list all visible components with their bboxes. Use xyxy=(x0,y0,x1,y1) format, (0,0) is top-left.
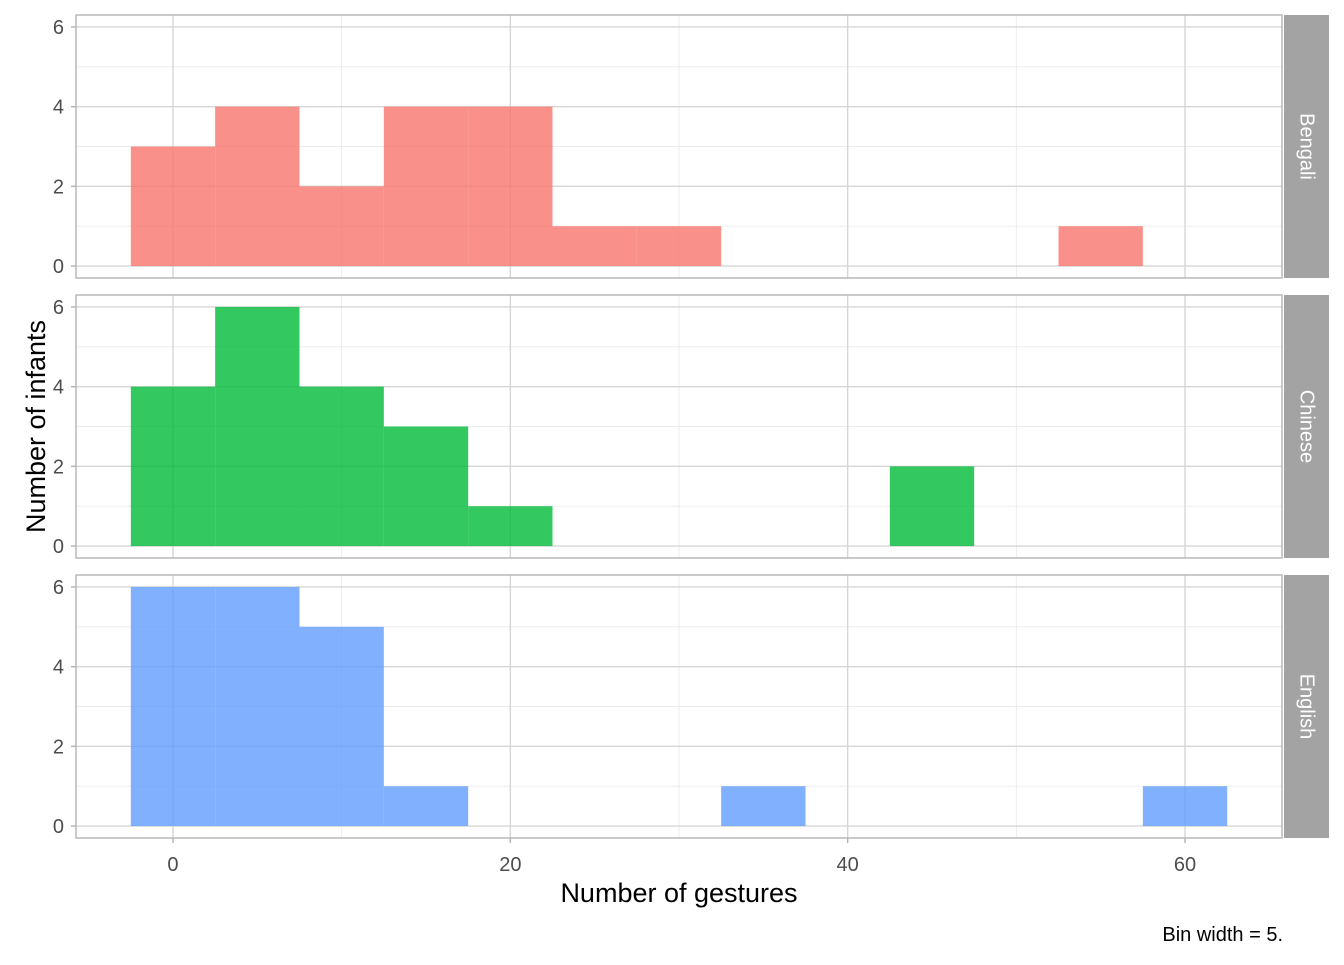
y-tick-label: 4 xyxy=(53,377,64,399)
chart-caption: Bin width = 5. xyxy=(1162,924,1283,946)
histogram-bar-bengali xyxy=(636,226,722,267)
histogram-bar-chinese xyxy=(383,426,469,547)
x-axis-title: Number of gestures xyxy=(560,878,797,908)
histogram-bar-english xyxy=(383,786,469,827)
y-tick-label: 6 xyxy=(53,17,64,39)
histogram-bar-bengali xyxy=(1058,226,1143,267)
y-tick-label: 0 xyxy=(53,816,64,838)
histogram-bar-english xyxy=(1142,786,1228,827)
facet-strip-label-english: English xyxy=(1296,674,1318,740)
histogram-bar-english xyxy=(721,786,806,827)
x-tick-label: 40 xyxy=(837,854,859,876)
y-tick-label: 0 xyxy=(53,256,64,278)
panel-border xyxy=(75,574,1283,839)
histogram-bar-english xyxy=(299,626,384,827)
facet-strip-english xyxy=(1284,575,1329,838)
y-tick-label: 2 xyxy=(53,456,64,478)
panel-border xyxy=(75,14,1283,279)
histogram-bar-english xyxy=(215,586,300,827)
histogram-bar-bengali xyxy=(552,226,637,267)
histogram-bar-bengali xyxy=(468,106,553,267)
histogram-bar-bengali xyxy=(383,106,469,267)
x-tick-label: 20 xyxy=(499,854,521,876)
y-tick-label: 0 xyxy=(53,536,64,558)
histogram-bar-bengali xyxy=(215,106,300,267)
histogram-bar-bengali xyxy=(299,186,384,267)
histogram-bar-chinese xyxy=(299,386,384,547)
x-tick-label: 0 xyxy=(167,854,178,876)
y-axis-title: Number of infants xyxy=(21,320,51,533)
panel-border xyxy=(75,294,1283,559)
y-tick-label: 4 xyxy=(53,657,64,679)
histogram-bar-chinese xyxy=(468,506,553,547)
x-tick-label: 60 xyxy=(1174,854,1196,876)
histogram-bar-chinese xyxy=(215,306,300,547)
y-tick-label: 6 xyxy=(53,297,64,319)
histogram-bar-english xyxy=(130,586,216,827)
y-tick-label: 6 xyxy=(53,577,64,599)
y-tick-label: 4 xyxy=(53,97,64,119)
histogram-bar-chinese xyxy=(889,466,975,547)
histogram-bar-bengali xyxy=(130,146,216,267)
histogram-bar-chinese xyxy=(130,386,216,547)
y-tick-label: 2 xyxy=(53,736,64,758)
facet-strip-chinese xyxy=(1284,295,1329,558)
facet-strip-label-chinese: Chinese xyxy=(1296,390,1318,463)
y-tick-label: 2 xyxy=(53,176,64,198)
facet-strip-bengali xyxy=(1284,15,1329,278)
facet-strip-label-bengali: Bengali xyxy=(1296,113,1318,180)
